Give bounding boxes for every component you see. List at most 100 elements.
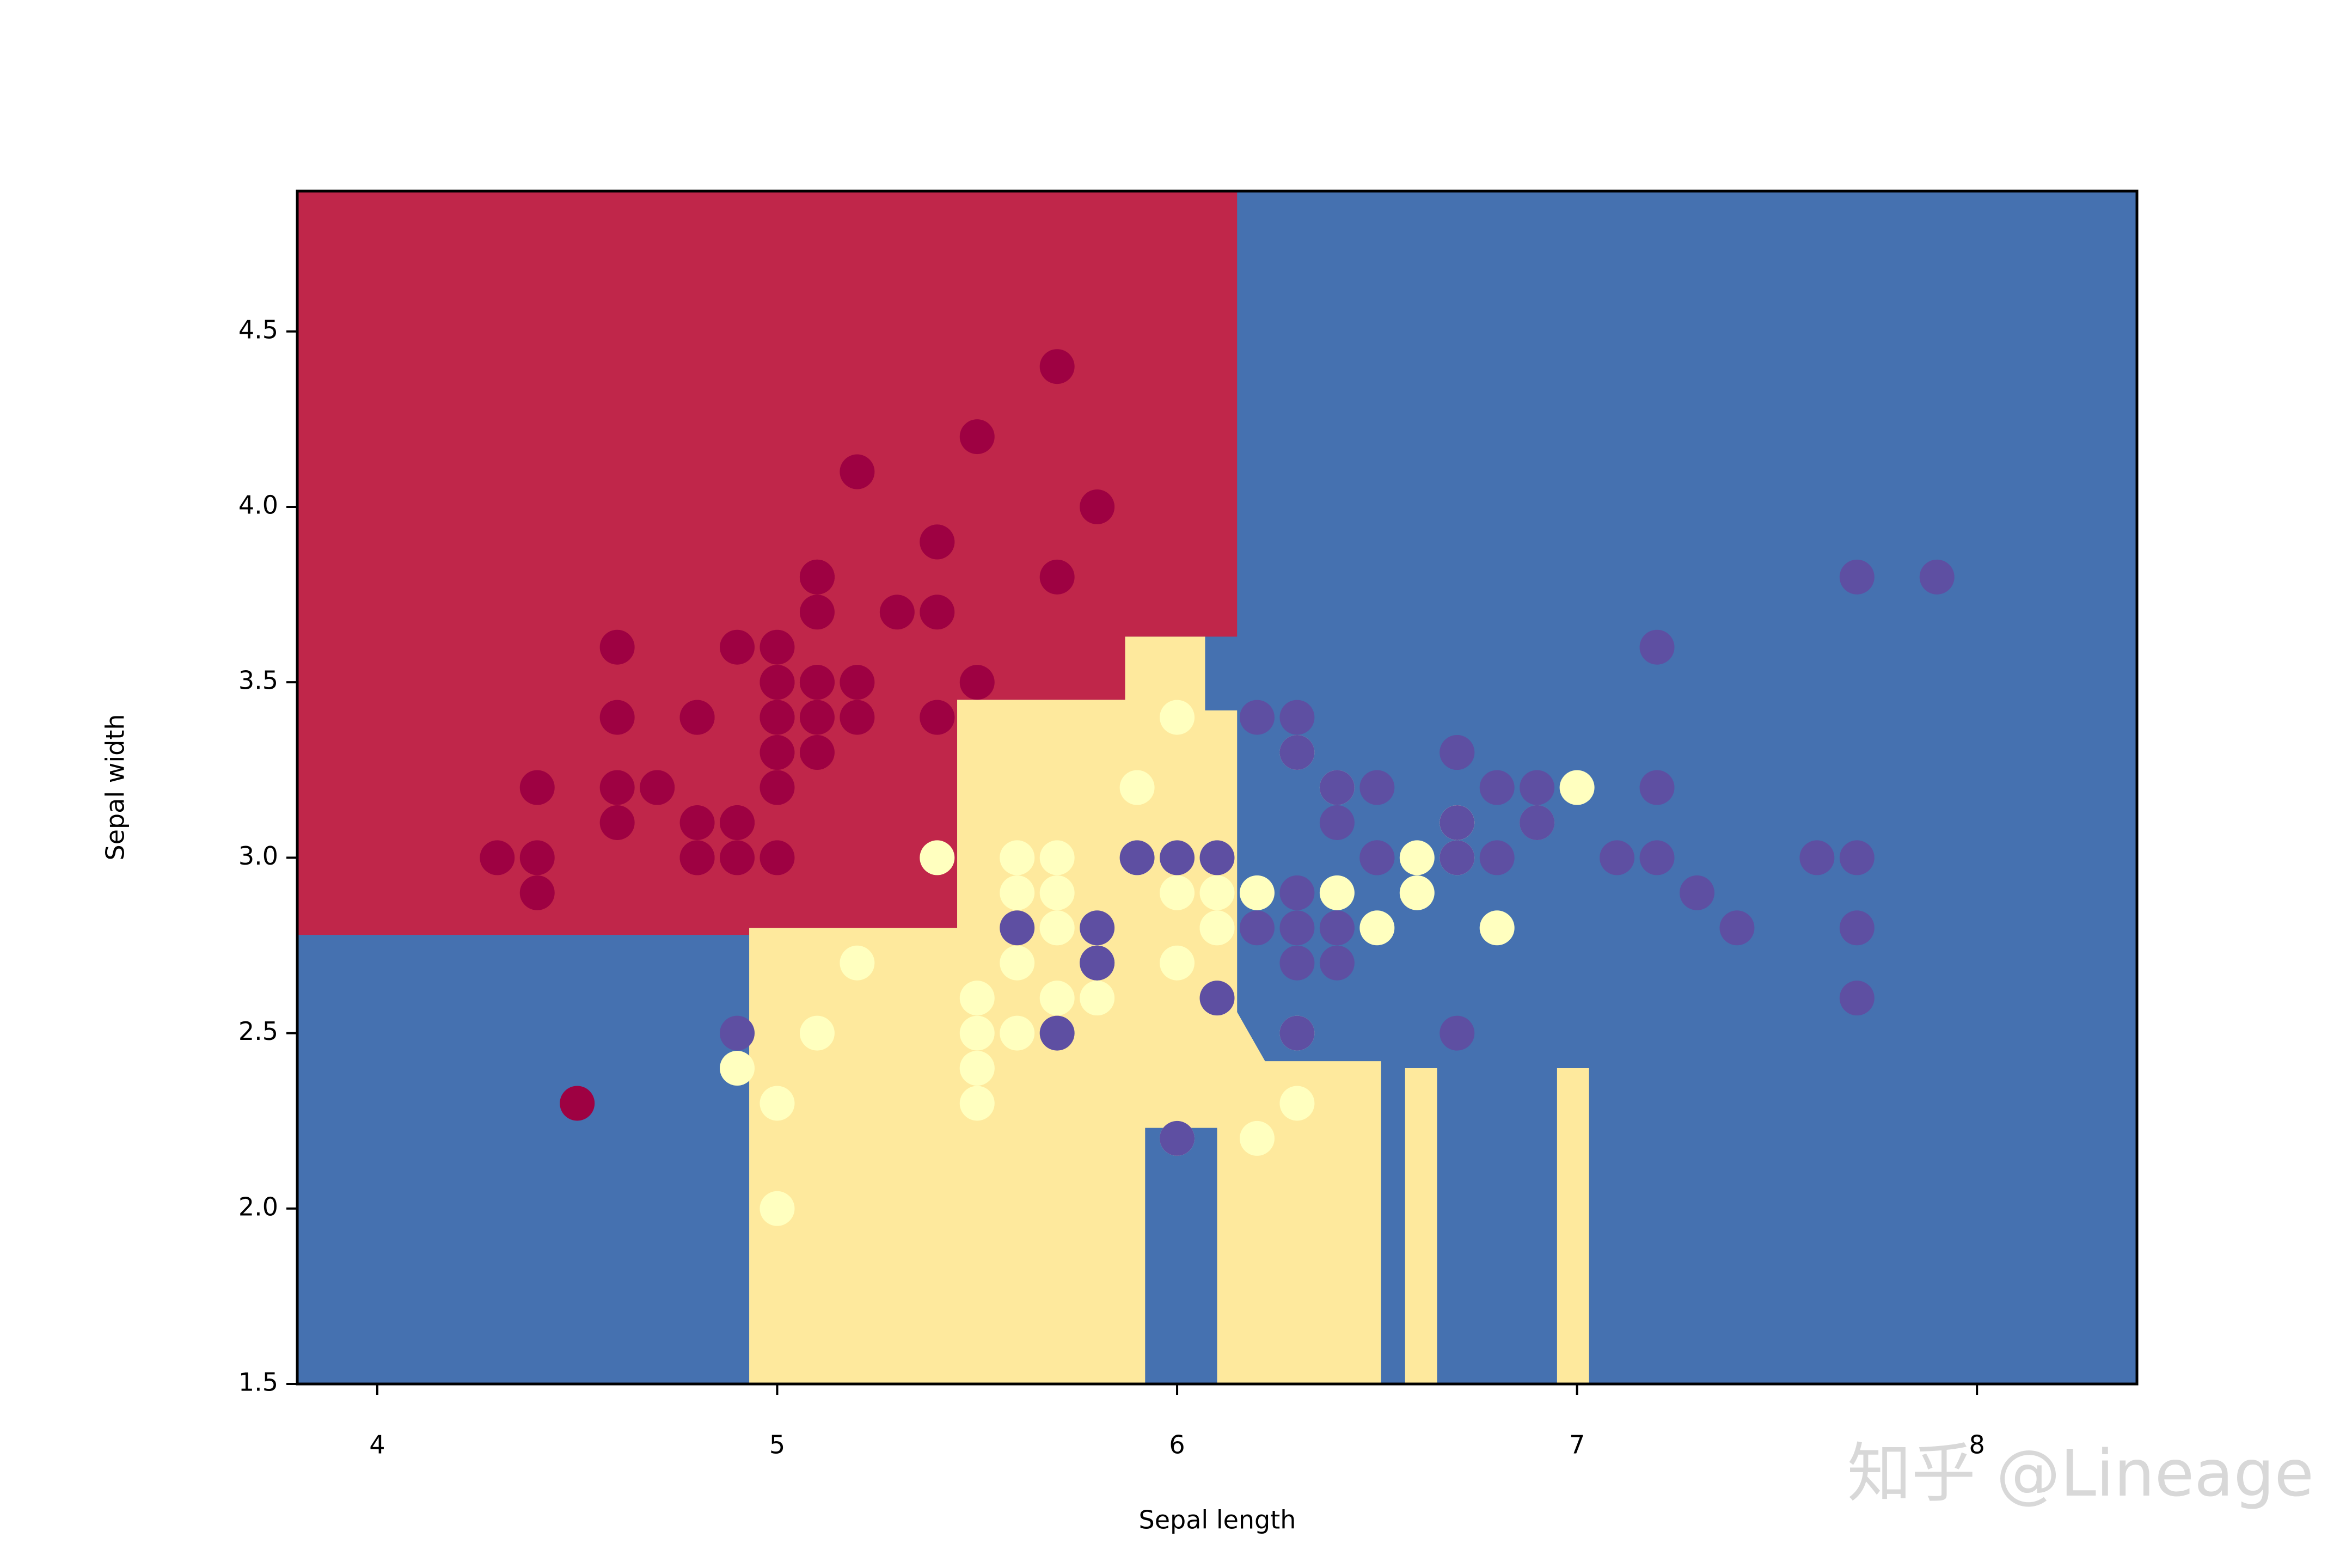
point: [759, 770, 795, 805]
decision-region: [297, 191, 1238, 935]
point: [799, 595, 835, 630]
point: [1160, 1120, 1195, 1156]
point: [920, 700, 955, 735]
point: [1319, 910, 1355, 946]
point: [799, 1015, 835, 1051]
point: [1000, 910, 1035, 946]
y-tick-label: 2.5: [238, 1016, 278, 1046]
point: [1080, 945, 1115, 981]
point: [1000, 875, 1035, 910]
x-tick-label: 8: [1969, 1430, 1985, 1460]
point: [1319, 770, 1355, 805]
point: [1520, 805, 1555, 840]
y-axis-label: Sepal width: [101, 714, 130, 860]
point: [1639, 840, 1675, 875]
point: [799, 735, 835, 770]
point: [759, 629, 795, 665]
point: [920, 524, 955, 560]
point: [1919, 559, 1955, 595]
point: [519, 770, 555, 805]
x-tick-label: 5: [769, 1430, 785, 1460]
point: [1520, 770, 1555, 805]
point: [1119, 840, 1155, 875]
point: [1199, 981, 1235, 1016]
point: [1719, 910, 1755, 946]
point: [1440, 735, 1475, 770]
point: [1000, 945, 1035, 981]
point: [920, 595, 955, 630]
point: [1080, 981, 1115, 1016]
point: [1639, 770, 1675, 805]
point: [1279, 910, 1315, 946]
point: [1039, 840, 1075, 875]
point: [1319, 945, 1355, 981]
point: [1279, 875, 1315, 910]
point: [1440, 840, 1475, 875]
x-tick-label: 6: [1169, 1430, 1185, 1460]
point: [1559, 770, 1595, 805]
point: [840, 454, 875, 489]
point: [759, 840, 795, 875]
point: [1279, 700, 1315, 735]
point: [599, 805, 635, 840]
point: [679, 840, 715, 875]
y-tick-label: 2.0: [238, 1192, 278, 1221]
point: [519, 875, 555, 910]
x-tick-label: 7: [1569, 1430, 1585, 1460]
point: [599, 770, 635, 805]
point: [1039, 1015, 1075, 1051]
point: [1839, 559, 1875, 595]
point: [959, 665, 995, 700]
point: [1440, 1015, 1475, 1051]
point: [720, 629, 755, 665]
point: [1600, 840, 1635, 875]
point: [799, 665, 835, 700]
point: [799, 559, 835, 595]
point: [1080, 489, 1115, 524]
plot-frame: [296, 189, 2139, 1386]
point: [1319, 805, 1355, 840]
point: [1279, 1086, 1315, 1121]
point: [679, 805, 715, 840]
point: [560, 1086, 595, 1121]
point: [1479, 910, 1515, 946]
point: [519, 840, 555, 875]
point: [1279, 1015, 1315, 1051]
point: [1279, 735, 1315, 770]
point: [1639, 629, 1675, 665]
point: [1359, 770, 1395, 805]
point: [959, 1086, 995, 1121]
point: [1039, 910, 1075, 946]
x-axis-label: Sepal length: [1139, 1505, 1296, 1535]
point: [759, 700, 795, 735]
point: [1160, 945, 1195, 981]
decision-region: [1557, 1068, 1589, 1384]
point: [1039, 875, 1075, 910]
point: [1080, 910, 1115, 946]
point: [1479, 840, 1515, 875]
point: [1160, 700, 1195, 735]
point: [599, 629, 635, 665]
point: [1239, 875, 1275, 910]
y-tick-label: 4.0: [238, 490, 278, 519]
point: [1199, 875, 1235, 910]
point: [1679, 875, 1714, 910]
point: [1000, 840, 1035, 875]
point: [1239, 1120, 1275, 1156]
point: [1239, 700, 1275, 735]
y-tick-label: 4.5: [238, 315, 278, 344]
point: [799, 700, 835, 735]
point: [1160, 875, 1195, 910]
point: [1440, 805, 1475, 840]
point: [1039, 981, 1075, 1016]
point: [840, 665, 875, 700]
point: [1359, 840, 1395, 875]
point: [720, 840, 755, 875]
point: [959, 1051, 995, 1086]
point: [1839, 981, 1875, 1016]
point: [1239, 910, 1275, 946]
y-tick-label: 1.5: [238, 1368, 278, 1397]
point: [1039, 349, 1075, 384]
y-tick-label: 3.5: [238, 666, 278, 695]
point: [1160, 840, 1195, 875]
